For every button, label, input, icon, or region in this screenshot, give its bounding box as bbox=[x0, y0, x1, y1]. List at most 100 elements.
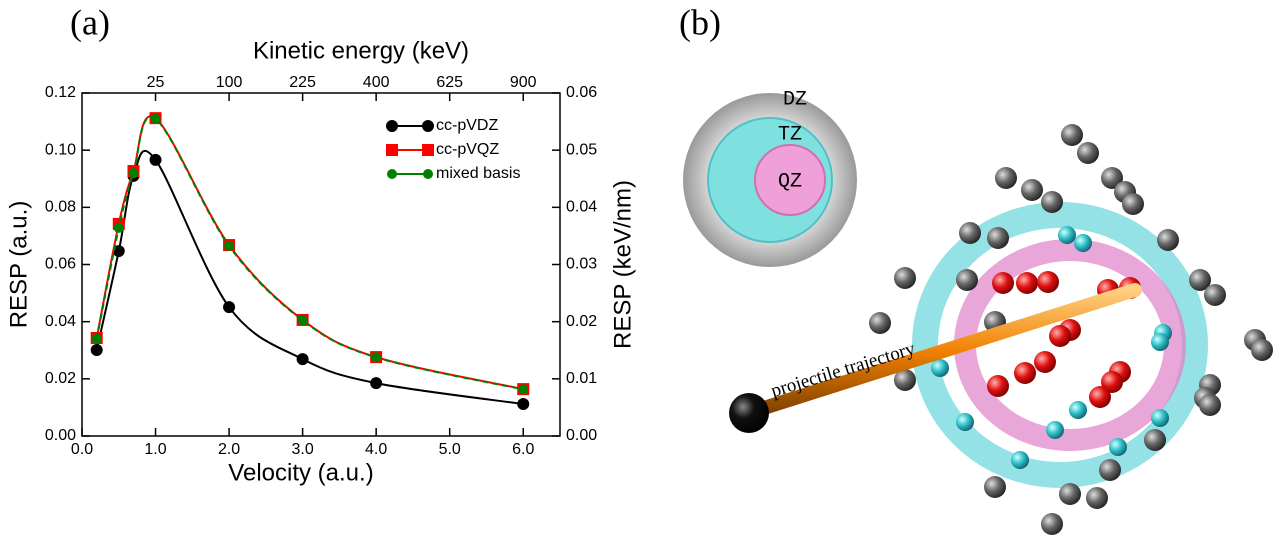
atom bbox=[1041, 191, 1063, 213]
x2-tick-label: 900 bbox=[510, 74, 537, 91]
atom bbox=[1101, 371, 1123, 393]
y2-tick-label: 0.05 bbox=[566, 141, 597, 158]
legend-marker bbox=[423, 169, 433, 179]
x2-tick-label: 25 bbox=[147, 74, 165, 91]
y2-tick-label: 0.01 bbox=[566, 370, 597, 387]
atom bbox=[1058, 226, 1076, 244]
y2-tick-label: 0.02 bbox=[566, 313, 597, 330]
atom bbox=[995, 167, 1017, 189]
shell-label: TZ bbox=[778, 123, 802, 146]
atom bbox=[1086, 487, 1108, 509]
atom bbox=[1251, 339, 1273, 361]
data-point bbox=[149, 153, 162, 166]
legend-marker bbox=[422, 120, 434, 132]
data-point bbox=[224, 240, 235, 251]
x-tick-label: 2.0 bbox=[218, 441, 240, 458]
x2-tick-label: 225 bbox=[289, 74, 316, 91]
y-tick-label: 0.10 bbox=[45, 141, 76, 158]
x-tick-label: 1.0 bbox=[144, 441, 166, 458]
y-tick-label: 0.08 bbox=[45, 199, 76, 216]
data-point bbox=[113, 222, 124, 233]
data-point bbox=[223, 301, 236, 314]
shell-label: QZ bbox=[778, 170, 802, 193]
y2-tick-label: 0.06 bbox=[566, 84, 597, 101]
data-point bbox=[296, 353, 309, 366]
atom bbox=[1099, 459, 1121, 481]
atom bbox=[1011, 451, 1029, 469]
legend-label: cc-pVQZ bbox=[436, 141, 499, 158]
series-line bbox=[95, 149, 524, 405]
atom bbox=[1199, 394, 1221, 416]
legend-marker bbox=[387, 169, 397, 179]
x2-tick-label: 400 bbox=[363, 74, 390, 91]
atom bbox=[1157, 229, 1179, 251]
atom bbox=[1037, 271, 1059, 293]
legend-label: mixed basis bbox=[436, 165, 520, 182]
x-tick-label: 6.0 bbox=[512, 441, 534, 458]
data-point bbox=[517, 397, 530, 410]
atom bbox=[1016, 272, 1038, 294]
atom bbox=[984, 476, 1006, 498]
panel-label: (b) bbox=[679, 2, 721, 42]
atom bbox=[1204, 284, 1226, 306]
x-tick-label: 3.0 bbox=[291, 441, 313, 458]
data-point bbox=[128, 168, 139, 179]
trajectory bbox=[741, 283, 1142, 420]
y-tick-label: 0.00 bbox=[45, 427, 76, 444]
x-tick-label: 5.0 bbox=[439, 441, 461, 458]
data-point bbox=[370, 377, 383, 390]
x-tick-label: 4.0 bbox=[365, 441, 387, 458]
panel-label: (a) bbox=[70, 2, 110, 42]
y-tick-label: 0.12 bbox=[45, 84, 76, 101]
atom bbox=[1151, 333, 1169, 351]
atom bbox=[1074, 234, 1092, 252]
atom bbox=[931, 359, 949, 377]
atom bbox=[1049, 325, 1071, 347]
atom bbox=[1077, 142, 1099, 164]
atom bbox=[894, 369, 916, 391]
atom bbox=[1122, 193, 1144, 215]
atom bbox=[1021, 179, 1043, 201]
atom bbox=[1059, 483, 1081, 505]
x-tick-label: 0.0 bbox=[71, 441, 93, 458]
atom bbox=[1014, 362, 1036, 384]
atom bbox=[1041, 513, 1063, 535]
data-point bbox=[112, 245, 125, 258]
y-tick-label: 0.04 bbox=[45, 313, 76, 330]
y2-tick-label: 0.03 bbox=[566, 256, 597, 273]
x-axis-label: Velocity (a.u.) bbox=[228, 459, 373, 486]
shell-qz bbox=[754, 144, 826, 216]
data-point bbox=[297, 315, 308, 326]
legend-label: cc-pVDZ bbox=[436, 117, 498, 134]
atom bbox=[987, 375, 1009, 397]
atom bbox=[1046, 421, 1064, 439]
atom bbox=[1034, 351, 1056, 373]
tz-ring bbox=[912, 202, 1208, 488]
y-tick-label: 0.02 bbox=[45, 370, 76, 387]
atom bbox=[1109, 438, 1127, 456]
y2-axis-label: RESP (keV/nm) bbox=[609, 180, 636, 349]
projectile bbox=[729, 393, 769, 433]
atom bbox=[1101, 167, 1123, 189]
y2-tick-label: 0.04 bbox=[566, 199, 597, 216]
x2-tick-label: 625 bbox=[436, 74, 463, 91]
x2-axis-label: Kinetic energy (keV) bbox=[253, 37, 469, 64]
atom bbox=[869, 312, 891, 334]
y-axis-label: RESP (a.u.) bbox=[5, 201, 32, 329]
shell-label: DZ bbox=[783, 88, 807, 111]
legend-marker bbox=[422, 144, 434, 156]
data-point bbox=[90, 343, 103, 356]
atom bbox=[1151, 409, 1169, 427]
y-tick-label: 0.06 bbox=[45, 256, 76, 273]
data-point bbox=[150, 113, 161, 124]
atom bbox=[1144, 429, 1166, 451]
atom bbox=[1061, 124, 1083, 146]
atom bbox=[1189, 269, 1211, 291]
atom bbox=[1089, 386, 1111, 408]
illustration: DZ TZ QZ projectile trajectory bbox=[683, 88, 1273, 535]
chart: 0.0 1.0 2.0 3.0 4.0 5.0 6.0 0.00 0.02 0.04 0.06 0.0… bbox=[5, 37, 636, 486]
atom bbox=[894, 267, 916, 289]
atom bbox=[956, 269, 978, 291]
atom bbox=[992, 272, 1014, 294]
